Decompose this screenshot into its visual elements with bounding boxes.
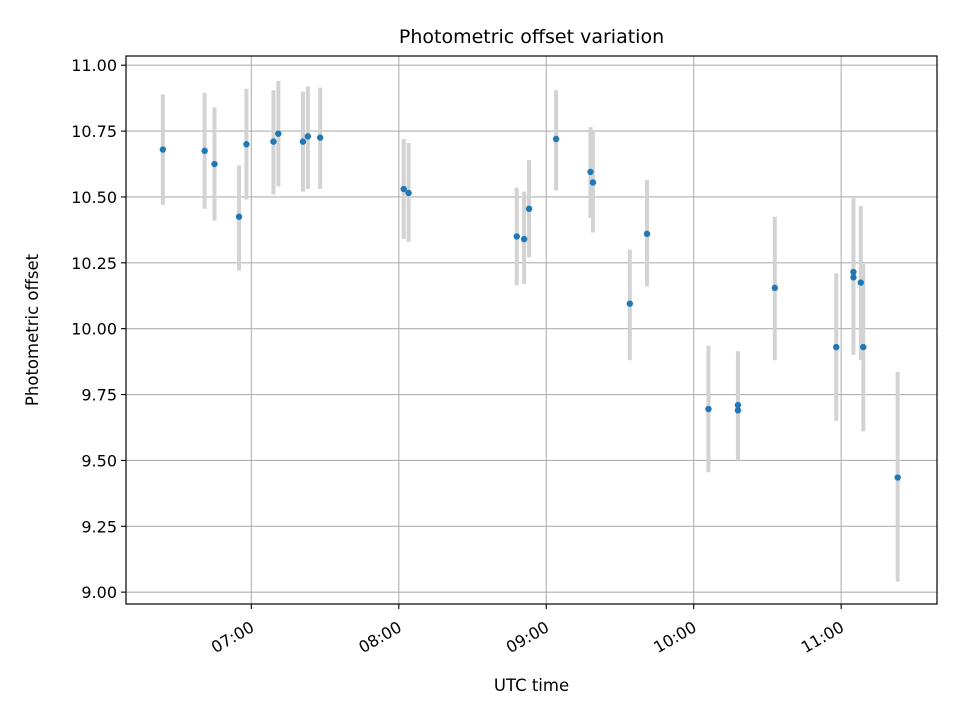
data-point bbox=[894, 474, 901, 481]
data-point bbox=[159, 146, 167, 153]
y-axis-label: Photometric offset bbox=[23, 253, 42, 406]
data-point bbox=[552, 135, 560, 143]
data-point bbox=[643, 230, 651, 238]
grid bbox=[126, 56, 937, 604]
data-point bbox=[243, 141, 250, 148]
y-tick-label: 9.25 bbox=[81, 517, 117, 536]
y-tick-label: 9.50 bbox=[81, 451, 117, 470]
x-axis-label: UTC time bbox=[494, 676, 569, 695]
data-point bbox=[405, 189, 412, 197]
data-point bbox=[857, 279, 865, 286]
data-point bbox=[850, 274, 857, 281]
data-point bbox=[734, 407, 742, 414]
data-point bbox=[400, 185, 407, 193]
data-point bbox=[513, 233, 520, 240]
y-tick-label: 10.25 bbox=[71, 254, 117, 273]
data-point bbox=[860, 343, 867, 351]
data-point bbox=[520, 235, 528, 243]
data-point bbox=[270, 138, 277, 145]
data-point bbox=[525, 205, 533, 213]
y-tick-label: 11.00 bbox=[71, 56, 117, 75]
data-point bbox=[833, 343, 840, 351]
data-point bbox=[705, 405, 712, 413]
data-point bbox=[316, 134, 324, 141]
data-point bbox=[734, 401, 742, 409]
data-point bbox=[626, 300, 634, 307]
y-tick-label: 9.75 bbox=[81, 386, 117, 405]
data-point bbox=[299, 138, 307, 145]
data-point bbox=[587, 168, 594, 176]
y-tick-label: 9.00 bbox=[81, 583, 117, 602]
y-ticks: 9.00 9.25 9.50 9.75 10.00 10.25 10.50 10.75 11.0… bbox=[71, 56, 126, 602]
data-point bbox=[850, 268, 857, 276]
data-point bbox=[235, 213, 243, 220]
chart-title: Photometric offset variation bbox=[399, 26, 664, 48]
y-tick-label: 10.50 bbox=[71, 188, 117, 207]
data-point bbox=[275, 130, 282, 137]
y-tick-label: 10.75 bbox=[71, 122, 117, 141]
data-point bbox=[589, 179, 597, 186]
data-point bbox=[304, 133, 312, 140]
plot-frame bbox=[125, 55, 938, 605]
data-point bbox=[771, 284, 778, 292]
data-point bbox=[211, 160, 218, 168]
data-point bbox=[201, 147, 208, 155]
y-tick-label: 10.00 bbox=[71, 320, 117, 339]
data-points bbox=[159, 130, 901, 481]
